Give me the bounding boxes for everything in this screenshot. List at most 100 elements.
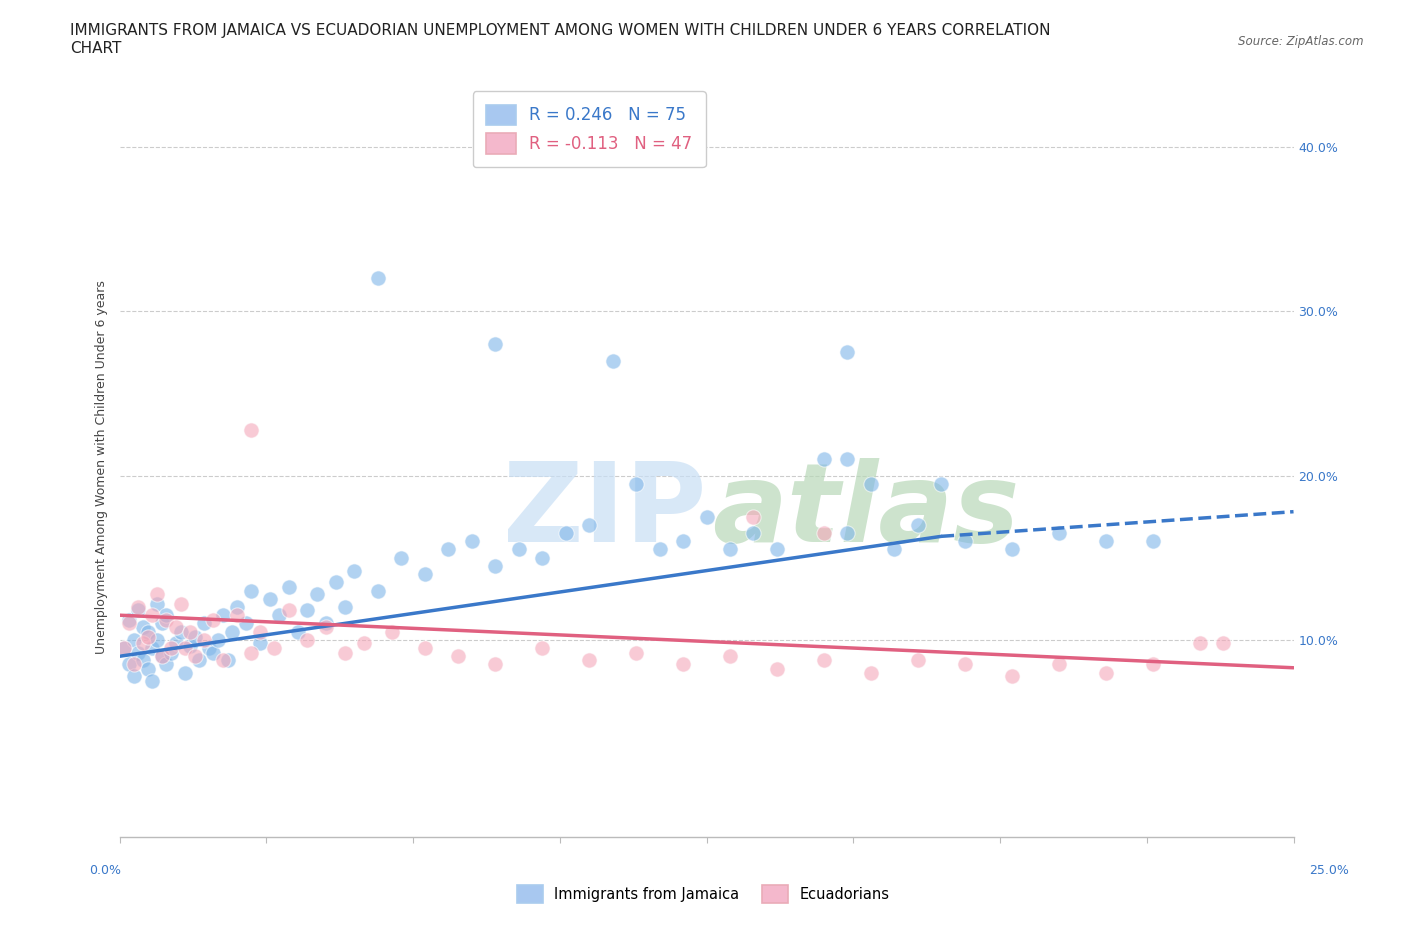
Point [813,652,835,667]
Point [389,551,412,565]
Point [174,665,197,680]
Point [766,542,789,557]
Point [446,649,468,664]
Point [141,641,163,656]
Point [353,636,375,651]
Point [602,353,624,368]
Point [1094,534,1116,549]
Legend: R = 0.246   N = 75, R = -0.113   N = 47: R = 0.246 N = 75, R = -0.113 N = 47 [472,91,706,166]
Point [953,657,976,671]
Point [263,641,285,656]
Point [141,673,163,688]
Point [305,587,328,602]
Point [174,641,197,656]
Point [672,657,695,671]
Point [554,525,576,540]
Point [193,632,215,647]
Point [217,652,239,667]
Text: 0.0%: 0.0% [90,864,121,877]
Point [122,632,145,647]
Point [197,641,219,656]
Point [240,583,263,598]
Point [718,649,741,664]
Point [188,652,211,667]
Point [343,564,366,578]
Point [132,652,155,667]
Point [484,337,506,352]
Point [837,525,859,540]
Point [179,639,201,654]
Point [179,624,201,639]
Point [249,624,271,639]
Point [367,271,389,286]
Point [118,613,141,628]
Point [1212,636,1234,651]
Point [1001,542,1024,557]
Point [1188,636,1211,651]
Point [1142,534,1164,549]
Point [249,636,271,651]
Point [624,645,647,660]
Point [413,641,436,656]
Point [146,596,169,611]
Point [118,657,141,671]
Point [160,645,183,660]
Point [578,652,600,667]
Point [225,600,249,615]
Point [202,613,225,628]
Point [211,652,233,667]
Point [333,645,356,660]
Point [1047,525,1070,540]
Point [325,575,347,590]
Point [112,641,135,656]
Point [837,345,859,360]
Point [211,608,233,623]
Text: atlas: atlas [713,458,1019,565]
Y-axis label: Unemployment Among Women with Children Under 6 years: Unemployment Among Women with Children U… [96,280,108,655]
Point [169,624,191,639]
Point [837,452,859,467]
Point [624,476,647,491]
Point [813,525,835,540]
Point [193,616,215,631]
Text: IMMIGRANTS FROM JAMAICA VS ECUADORIAN UNEMPLOYMENT AMONG WOMEN WITH CHILDREN UND: IMMIGRANTS FROM JAMAICA VS ECUADORIAN UN… [70,23,1050,56]
Point [122,669,145,684]
Point [859,665,882,680]
Text: 25.0%: 25.0% [1309,864,1348,877]
Point [315,619,337,634]
Point [508,542,530,557]
Point [136,662,159,677]
Point [150,649,173,664]
Point [221,624,243,639]
Point [333,600,356,615]
Point [160,641,183,656]
Point [127,645,149,660]
Point [146,587,169,602]
Point [381,624,404,639]
Point [813,452,835,467]
Point [484,657,506,671]
Point [672,534,695,549]
Point [742,525,765,540]
Point [202,645,225,660]
Point [132,619,155,634]
Point [1047,657,1070,671]
Point [297,603,319,618]
Text: ZIP: ZIP [503,458,707,565]
Text: Source: ZipAtlas.com: Source: ZipAtlas.com [1239,35,1364,48]
Point [277,603,299,618]
Point [277,579,299,594]
Point [531,641,554,656]
Point [132,636,155,651]
Point [141,608,163,623]
Point [1001,669,1024,684]
Point [150,616,173,631]
Point [883,542,905,557]
Point [578,517,600,532]
Point [287,624,309,639]
Point [122,657,145,671]
Point [460,534,484,549]
Point [367,583,389,598]
Point [413,566,436,581]
Point [225,608,249,623]
